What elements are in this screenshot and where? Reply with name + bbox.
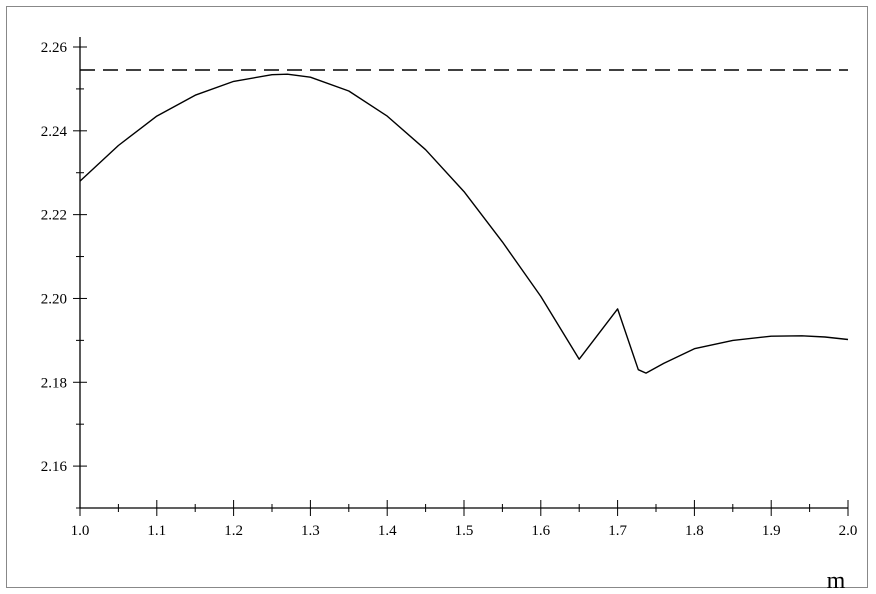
x-tick-label: 1.4	[378, 523, 397, 539]
x-tick-label: 1.2	[224, 523, 243, 539]
x-tick-label: 1.0	[71, 523, 90, 539]
x-tick-label: 1.9	[762, 523, 781, 539]
chart-frame	[6, 6, 868, 588]
x-tick-label: 1.6	[531, 523, 550, 539]
series-group	[79, 69, 849, 374]
y-tick-label: 2.26	[41, 40, 68, 56]
y-tick-label: 2.20	[41, 291, 67, 307]
x-tick-label: 1.1	[147, 523, 166, 539]
axes: 1.0 1.1 1.2 1.3 1.4 1.5 1.6 1.7 1.8 1.9 2.0 2.16 2.1…	[41, 37, 858, 539]
series-line	[79, 73, 849, 374]
x-tick-label: 1.3	[301, 523, 320, 539]
x-tick-label: 1.5	[455, 523, 474, 539]
y-tick-label: 2.24	[41, 124, 68, 140]
x-tick-label: 1.7	[608, 523, 627, 539]
y-tick-label: 2.18	[41, 375, 67, 391]
x-tick-label: 1.8	[685, 523, 704, 539]
x-tick-label: 2.0	[839, 523, 858, 539]
y-tick-label: 2.22	[41, 208, 67, 224]
x-axis-title: m	[827, 568, 846, 594]
y-tick-label: 2.16	[41, 459, 68, 475]
